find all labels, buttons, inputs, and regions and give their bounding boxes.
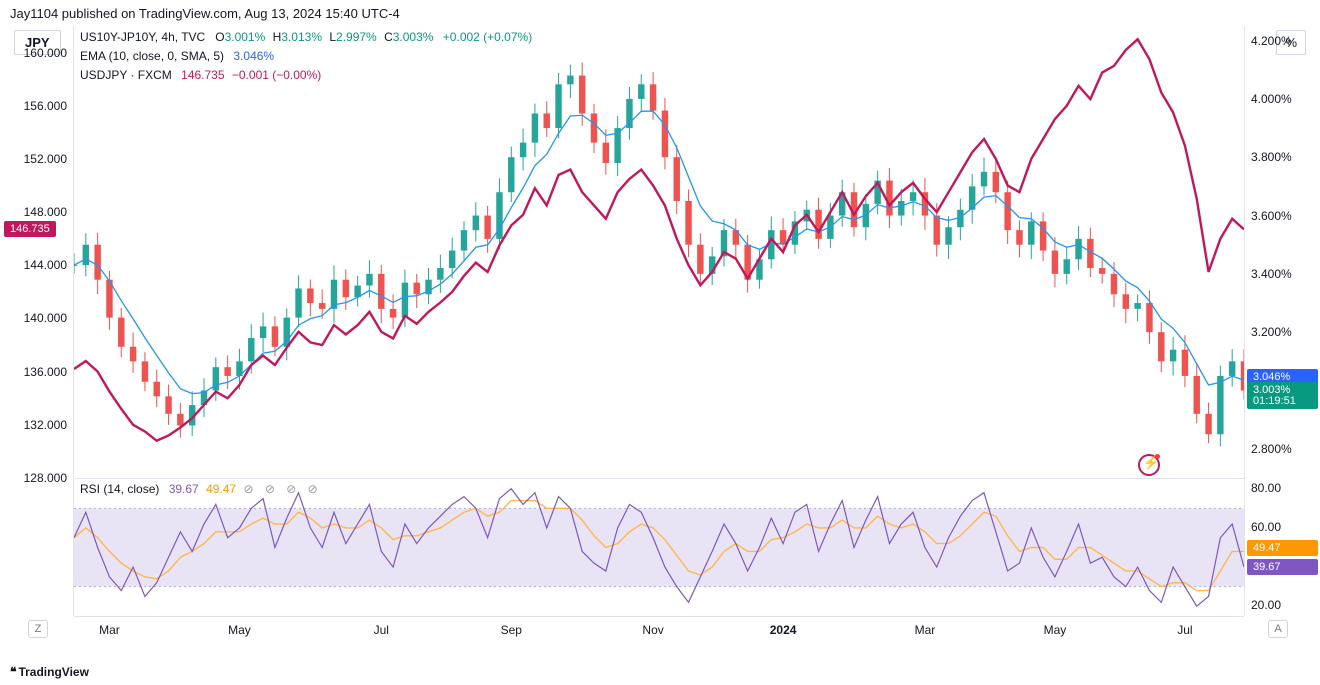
rsi-axis-tick: 80.00	[1251, 481, 1281, 495]
time-axis-tick: Jul	[1177, 623, 1192, 637]
rsi-value-tag: 49.47	[1247, 540, 1318, 556]
left-axis-tick: 160.000	[24, 46, 67, 60]
right-axis-tick: 3.800%	[1251, 150, 1292, 164]
tradingview-footer[interactable]: ❝TradingView	[10, 665, 89, 679]
rsi-right-axis[interactable]: 80.00 60.00 20.00 49.47 39.67	[1244, 478, 1320, 616]
time-axis-tick: Jul	[374, 623, 389, 637]
time-axis-tick: Nov	[642, 623, 663, 637]
main-chart-panel[interactable]: 160.000 156.000 152.000 148.000 144.000 140.0…	[0, 26, 1320, 478]
left-axis-tick: 144.000	[24, 258, 67, 272]
right-axis-tick: 3.400%	[1251, 267, 1292, 281]
rsi-left-axis	[0, 478, 74, 616]
price-tag: 01:19:51	[1247, 393, 1318, 409]
rsi-value-tag: 39.67	[1247, 559, 1318, 575]
left-axis-tick: 136.000	[24, 365, 67, 379]
rsi-plot[interactable]	[74, 478, 1244, 616]
right-axis-tick: 4.000%	[1251, 92, 1292, 106]
time-axis-tick: May	[228, 623, 251, 637]
left-price-axis[interactable]: 160.000 156.000 152.000 148.000 144.000 140.0…	[0, 26, 74, 478]
time-axis-tick: Mar	[99, 623, 120, 637]
price-tag: 146.735	[4, 221, 56, 237]
right-axis-tick: 4.200%	[1251, 34, 1292, 48]
tradingview-logo-icon: ❝	[10, 665, 16, 679]
right-axis-tick: 3.200%	[1251, 325, 1292, 339]
right-price-axis[interactable]: 4.200% 4.000% 3.800% 3.600% 3.400% 3.200% 2.80…	[1244, 26, 1320, 478]
rsi-panel[interactable]: 80.00 60.00 20.00 49.47 39.67	[0, 478, 1320, 616]
left-axis-tick: 148.000	[24, 205, 67, 219]
rsi-axis-tick: 20.00	[1251, 598, 1281, 612]
replay-icon[interactable]	[1138, 454, 1160, 476]
time-axis-tick: Mar	[915, 623, 936, 637]
left-axis-tick: 132.000	[24, 418, 67, 432]
rsi-axis-tick: 60.00	[1251, 520, 1281, 534]
tradingview-brand-text: TradingView	[18, 665, 88, 679]
left-axis-tick: 156.000	[24, 99, 67, 113]
right-axis-tick: 3.600%	[1251, 209, 1292, 223]
auto-scale-button[interactable]: A	[1268, 620, 1288, 638]
time-axis-tick: May	[1044, 623, 1067, 637]
timezone-button[interactable]: Z	[28, 620, 48, 638]
time-axis-tick: 2024	[770, 623, 797, 637]
left-axis-tick: 140.000	[24, 311, 67, 325]
time-axis[interactable]: Mar May Jul Sep Nov 2024 Mar May Jul	[74, 616, 1244, 644]
right-axis-tick: 2.800%	[1251, 442, 1292, 456]
left-axis-tick: 152.000	[24, 152, 67, 166]
time-axis-tick: Sep	[501, 623, 522, 637]
main-plot[interactable]	[74, 26, 1244, 478]
publish-header: Jay1104 published on TradingView.com, Au…	[10, 6, 400, 21]
